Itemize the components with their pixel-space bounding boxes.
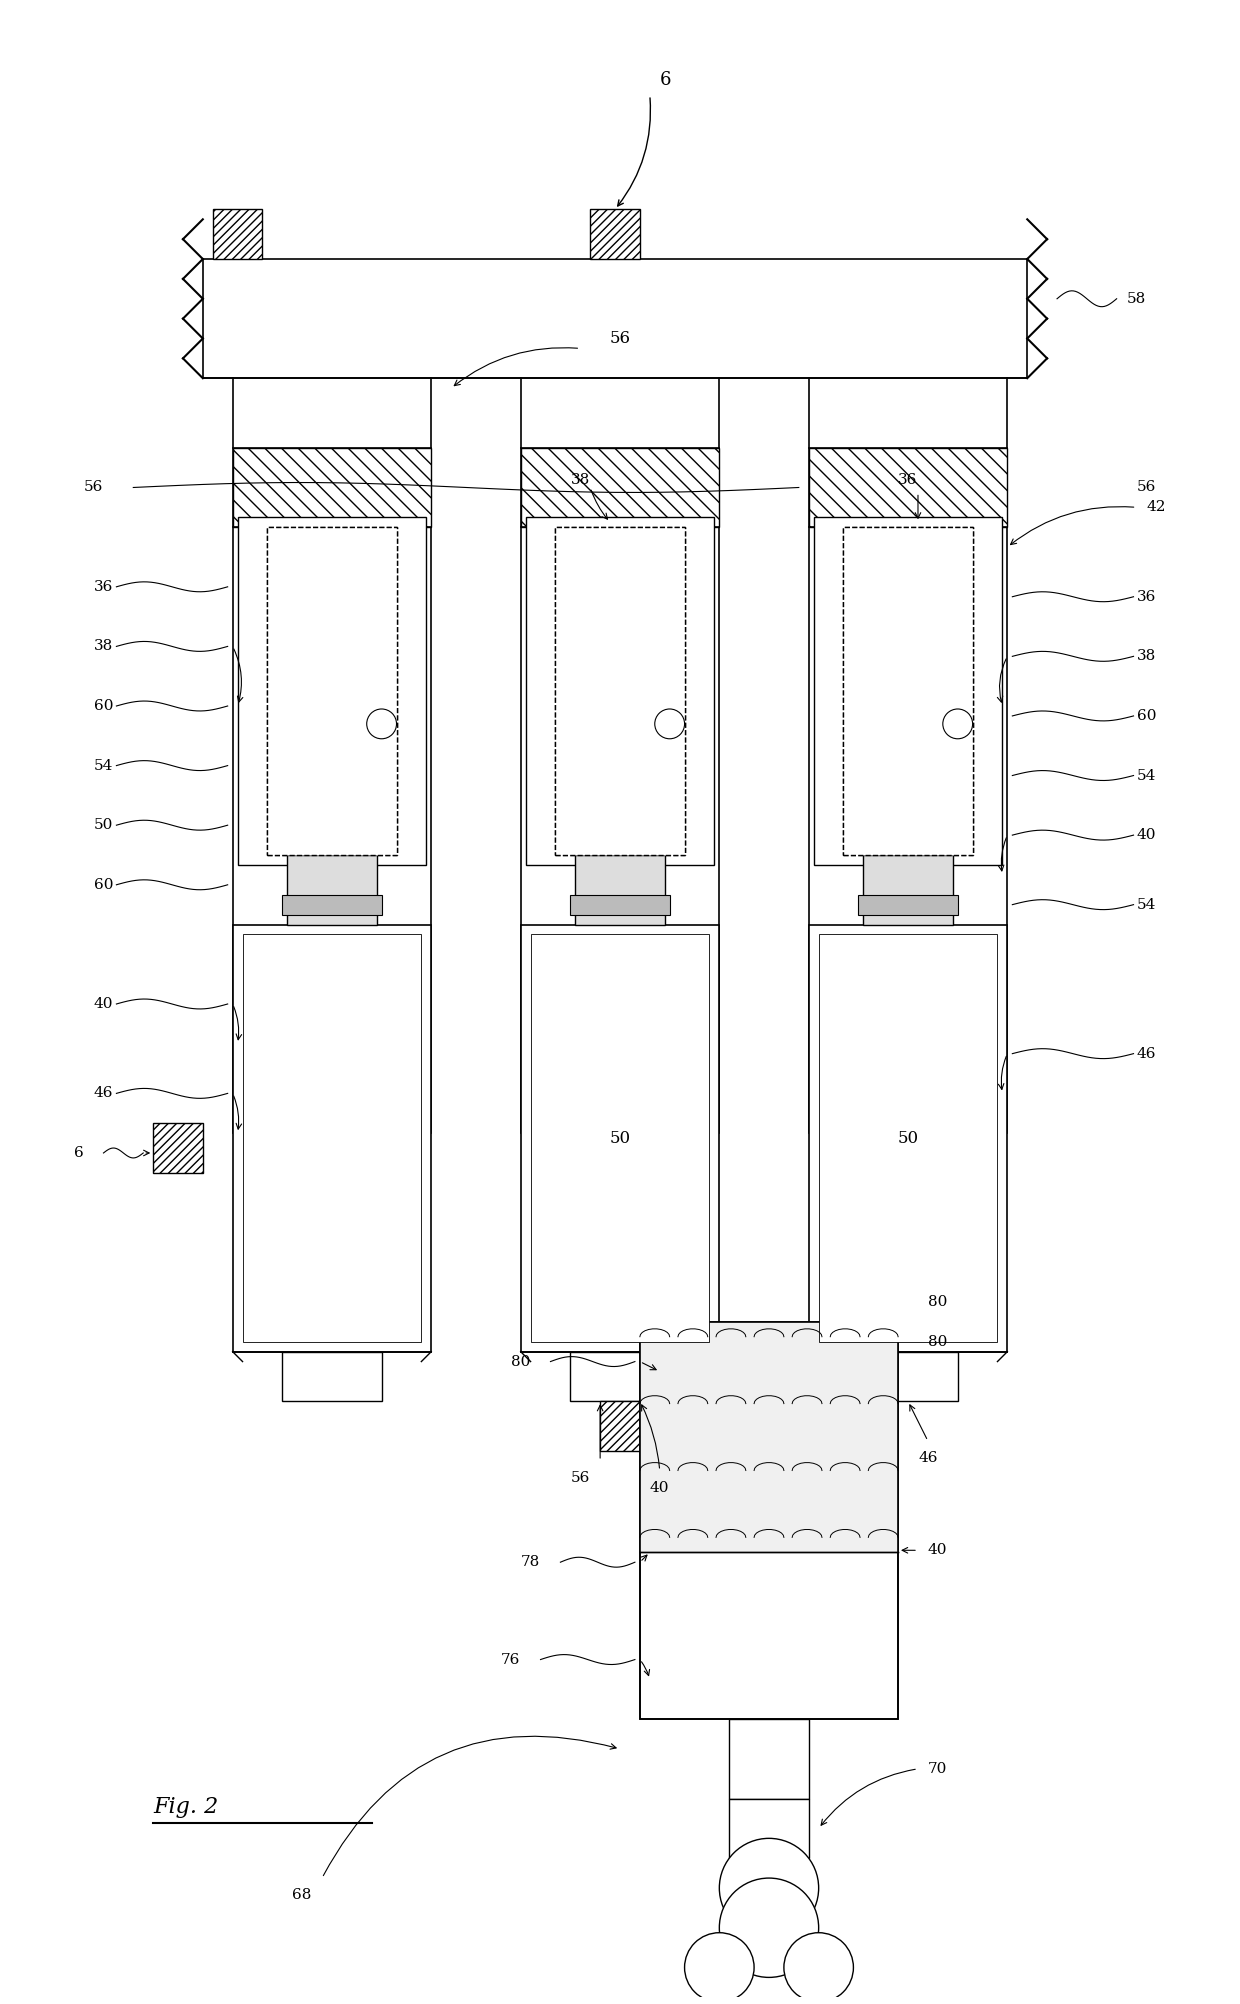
Bar	[531, 934, 709, 1343]
Text: 60: 60	[1137, 709, 1156, 723]
Text: 70: 70	[928, 1762, 947, 1776]
Bar	[843, 527, 972, 856]
Text: 46: 46	[94, 1086, 113, 1100]
Bar	[233, 447, 432, 527]
Bar	[808, 447, 1007, 527]
Bar	[570, 1351, 670, 1401]
Text: 54: 54	[1137, 898, 1156, 912]
Text: 38: 38	[570, 473, 590, 487]
Text: 46: 46	[918, 1451, 937, 1465]
Text: 38: 38	[94, 639, 113, 653]
Bar	[699, 1948, 838, 1968]
Bar	[521, 924, 719, 1351]
Bar	[808, 924, 1007, 1351]
Bar	[858, 894, 957, 914]
Bar	[575, 856, 665, 924]
Text: 60: 60	[94, 699, 113, 713]
Text: 54: 54	[94, 760, 113, 774]
Text: 50: 50	[609, 1130, 631, 1146]
Text: 56: 56	[610, 331, 630, 347]
Text: 56: 56	[83, 481, 103, 495]
Text: 6: 6	[73, 1146, 83, 1160]
Text: 60: 60	[94, 878, 113, 892]
Bar	[813, 517, 1002, 866]
Bar	[238, 517, 427, 866]
Text: 40: 40	[94, 996, 113, 1010]
Text: 78: 78	[521, 1555, 539, 1569]
Bar	[729, 1800, 808, 1858]
Bar	[729, 1719, 808, 1800]
Text: 40: 40	[928, 1543, 947, 1557]
Bar	[233, 924, 432, 1351]
Text: Fig. 2: Fig. 2	[154, 1796, 218, 1818]
Text: 76: 76	[501, 1653, 521, 1667]
Bar	[640, 1323, 898, 1553]
Text: 50: 50	[898, 1130, 919, 1146]
Bar	[843, 527, 972, 856]
Text: 36: 36	[94, 579, 113, 593]
Circle shape	[719, 1878, 818, 1978]
Text: 38: 38	[1137, 649, 1156, 663]
Bar	[203, 259, 1027, 379]
Circle shape	[684, 1932, 754, 2002]
Bar	[154, 1122, 203, 1172]
Circle shape	[719, 1838, 818, 1938]
Bar	[858, 1351, 957, 1401]
Circle shape	[942, 709, 972, 739]
Bar	[600, 1401, 650, 1451]
Text: 80: 80	[928, 1335, 947, 1349]
Circle shape	[784, 1932, 853, 2002]
Text: 36: 36	[1137, 589, 1156, 603]
Bar	[213, 208, 263, 259]
Text: 58: 58	[1127, 293, 1146, 307]
Bar	[570, 894, 670, 914]
Bar	[590, 208, 640, 259]
Bar	[268, 527, 397, 856]
Text: 68: 68	[293, 1888, 311, 1902]
Bar	[556, 527, 684, 856]
Bar	[640, 1323, 898, 1719]
Bar	[521, 447, 719, 527]
Bar	[640, 1323, 898, 1719]
Text: 56: 56	[570, 1471, 590, 1485]
Circle shape	[367, 709, 397, 739]
Text: 50: 50	[94, 818, 113, 832]
Text: 46: 46	[1137, 1046, 1156, 1060]
Bar	[288, 856, 377, 924]
Text: 56: 56	[1137, 481, 1156, 495]
Bar	[818, 934, 997, 1343]
Bar	[556, 527, 684, 856]
Circle shape	[655, 709, 684, 739]
Text: 42: 42	[1147, 501, 1166, 515]
Text: 40: 40	[650, 1481, 670, 1495]
Text: 36: 36	[898, 473, 918, 487]
Bar	[283, 894, 382, 914]
Bar	[283, 1351, 382, 1401]
Text: 80: 80	[928, 1295, 947, 1309]
Text: 6: 6	[660, 72, 671, 90]
Text: 54: 54	[1137, 768, 1156, 782]
Text: 80: 80	[511, 1355, 531, 1369]
Bar	[243, 934, 422, 1343]
Bar	[863, 856, 952, 924]
Bar	[526, 517, 714, 866]
Bar	[268, 527, 397, 856]
Text: 40: 40	[1137, 828, 1156, 842]
